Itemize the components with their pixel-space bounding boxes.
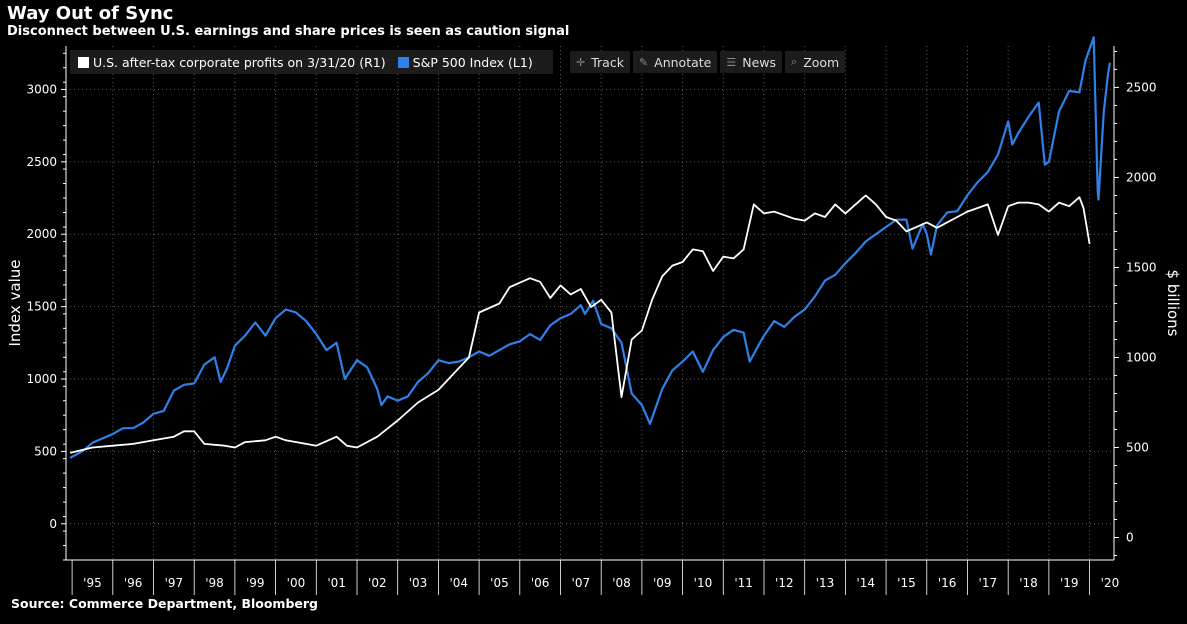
x-tick-label: '02 xyxy=(368,576,387,590)
x-tick-label: '99 xyxy=(246,576,265,590)
x-tick-label: '01 xyxy=(327,576,346,590)
legend-swatch-sp500 xyxy=(397,56,409,68)
y-right-tick-label: 1500 xyxy=(1126,260,1157,274)
x-tick-label: '13 xyxy=(816,576,835,590)
y-left-tick-label: 0 xyxy=(49,517,57,531)
source-note: Source: Commerce Department, Bloomberg xyxy=(11,596,318,611)
y-axis-left-title: Index value xyxy=(6,259,24,346)
x-tick-label: '00 xyxy=(287,576,306,590)
chart-subtitle: Disconnect between U.S. earnings and sha… xyxy=(7,24,570,39)
news-label: News xyxy=(742,54,777,70)
x-tick-label: '08 xyxy=(612,576,631,590)
crosshair-icon: ✛ xyxy=(576,55,586,69)
x-tick-label: '16 xyxy=(938,576,957,590)
news-icon: ☰ xyxy=(726,55,737,69)
x-tick-label: '05 xyxy=(490,576,509,590)
y-right-tick-label: 1000 xyxy=(1126,350,1157,364)
legend-label-profits: U.S. after-tax corporate profits on 3/31… xyxy=(93,54,386,70)
x-tick-label: '95 xyxy=(83,576,102,590)
x-tick-label: '97 xyxy=(165,576,184,590)
y-right-tick-label: 2500 xyxy=(1126,80,1157,94)
y-left-tick-label: 3000 xyxy=(26,82,57,96)
x-tick-label: '04 xyxy=(449,576,468,590)
y-left-tick-label: 1000 xyxy=(26,372,57,386)
y-left-tick-label: 2000 xyxy=(26,227,57,241)
news-button[interactable]: ☰ News xyxy=(720,51,783,73)
x-tick-label: '10 xyxy=(694,576,713,590)
x-tick-label: '20 xyxy=(1101,576,1120,590)
magnifier-icon: ⌕ xyxy=(791,55,798,68)
x-tick-label: '12 xyxy=(775,576,794,590)
y-left-tick-label: 500 xyxy=(34,444,57,458)
annotate-button[interactable]: ✎ Annotate xyxy=(632,51,718,73)
x-tick-label: '19 xyxy=(1060,576,1079,590)
x-tick-label: '98 xyxy=(205,576,224,590)
x-tick-label: '06 xyxy=(531,576,550,590)
legend-item-sp500[interactable]: S&P 500 Index (L1) xyxy=(397,54,533,70)
x-tick-label: '07 xyxy=(572,576,591,590)
series-line-sp500 xyxy=(69,36,1111,459)
legend-label-sp500: S&P 500 Index (L1) xyxy=(412,54,533,70)
y-left-tick-label: 2500 xyxy=(26,155,57,169)
x-tick-label: '15 xyxy=(897,576,916,590)
series-line-profits xyxy=(69,194,1091,454)
chart-toolbar: ✛ Track ✎ Annotate ☰ News ⌕ Zoom xyxy=(570,51,848,73)
y-right-tick-label: 2000 xyxy=(1126,170,1157,184)
x-tick-label: '14 xyxy=(856,576,875,590)
x-tick-label: '17 xyxy=(979,576,998,590)
y-right-tick-label: 0 xyxy=(1126,530,1134,544)
track-button[interactable]: ✛ Track xyxy=(570,51,630,73)
track-label: Track xyxy=(591,54,624,70)
y-right-tick-label: 500 xyxy=(1126,440,1149,454)
annotate-label: Annotate xyxy=(654,54,712,70)
x-tick-label: '03 xyxy=(409,576,428,590)
chart-title: Way Out of Sync xyxy=(7,3,174,24)
y-axis-right-title: $ billions xyxy=(1164,269,1182,336)
x-tick-label: '18 xyxy=(1019,576,1038,590)
legend: U.S. after-tax corporate profits on 3/31… xyxy=(70,50,553,74)
legend-swatch-profits xyxy=(78,56,89,68)
zoom-label: Zoom xyxy=(803,54,840,70)
legend-item-profits[interactable]: U.S. after-tax corporate profits on 3/31… xyxy=(78,55,386,70)
pencil-icon: ✎ xyxy=(638,55,649,69)
x-tick-label: '96 xyxy=(124,576,143,590)
x-tick-label: '09 xyxy=(653,576,672,590)
y-left-tick-label: 1500 xyxy=(26,300,57,314)
zoom-button[interactable]: ⌕ Zoom xyxy=(785,51,846,73)
x-tick-label: '11 xyxy=(734,576,753,590)
